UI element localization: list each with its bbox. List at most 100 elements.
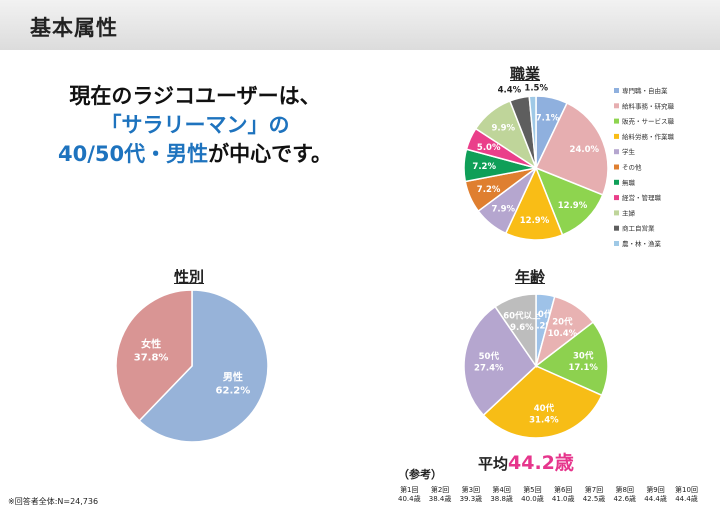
legend-label: その他 [622,163,642,172]
reference-round: 第5回 [523,486,542,494]
slice-value-label: 7.2% [477,185,501,195]
reference-round: 第1回 [400,486,419,494]
legend-label: 主婦 [622,208,636,217]
headline-line1: 現在のラジコユーザーは、 [69,84,321,108]
reference-age: 40.4歳 [398,495,421,503]
pie-slice [504,166,564,241]
pie-slice [482,365,603,439]
slice-value-label: 12.9% [520,216,550,226]
gender-chart-title: 性別 [174,268,205,286]
slice-value-label: 5.0% [477,143,501,153]
legend-swatch [614,241,619,246]
reference-table: 第1回 40.4歳 第2回 38.4歳 第3回 39.3歳 第4回 38.8歳 第5回 40.0歳… [398,486,698,504]
pie-slice [115,289,193,422]
headline-line3: 40/50代・男性が中心です。 [30,140,360,169]
reference-cell: 第9回 44.4歳 [644,486,667,504]
slice-name-label: 40代 [534,403,555,414]
slice-value-label: 7.9% [492,204,516,214]
slice-name-label: 30代 [573,350,594,361]
legend-label: 給料事務・研究職 [622,101,675,110]
legend-label: 販売・サービス職 [622,117,675,126]
legend-swatch [614,149,619,155]
reference-age: 42.6歳 [613,495,637,503]
legend-label: 経営・管理職 [622,193,662,202]
pie-slice [138,289,269,443]
slice-value-label: 27.4% [474,363,504,373]
slice-name-label: 女性 [141,338,161,351]
legend-label: 学生 [622,147,636,156]
headline: 現在のラジコユーザーは、 「サラリーマン」の 40/50代・男性が中心です。 [30,82,360,169]
legend-label: 無職 [622,178,636,187]
slice-value-label: 31.4% [529,415,559,425]
slice-value-label: 1.5% [524,83,548,93]
legend-label: 専門職・自由業 [622,86,668,95]
slice-value-label: 7.1% [536,113,560,123]
header-bar: 基本属性 [0,0,720,50]
slice-value-label: 9.9% [492,124,516,134]
headline-line3-rest: が中心です。 [208,142,333,166]
reference-age: 38.4歳 [428,495,452,503]
slice-value-label: 9.6% [510,323,534,333]
legend-label: 給料労務・作業職 [622,132,675,141]
reference-cell: 第3回 39.3歳 [460,486,483,504]
reference-cell: 第5回 40.0歳 [521,486,544,504]
reference-round: 第6回 [553,486,573,494]
slice-name-label: 10代 [532,309,553,320]
legend-swatch [614,179,619,185]
reference-round: 第8回 [615,486,634,494]
reference-round: 第3回 [461,486,481,494]
reference-cell: 第2回 38.4歳 [429,486,452,504]
reference-age: 44.4歳 [675,495,698,503]
page-title: 基本属性 [30,16,118,40]
reference-cell: 第8回 42.6歳 [613,486,636,504]
pie-slice [463,305,537,417]
slice-name-label: 20代 [552,317,573,328]
pie-slice [528,95,537,169]
average-age-value: 44.2歳 [508,452,574,474]
headline-line2: 「サラリーマン」の [100,113,290,137]
slice-value-label: 12.9% [558,201,588,211]
slice-value-label: 17.1% [568,363,598,373]
reference-cell: 第10回 44.4歳 [675,486,698,504]
slice-value-label: 37.8% [134,353,169,364]
average-age-label: 平均 [478,455,509,473]
reference-cell: 第1回 40.4歳 [398,486,421,504]
reference-age: 41.0歳 [551,495,575,503]
reference-cell: 第6回 41.0歳 [552,486,575,504]
slice-value-label: 7.2% [472,162,496,172]
slice-name-label: 50代 [479,351,500,362]
slice-value-label: 10.4% [548,329,578,339]
legend-swatch [614,133,619,139]
legend-label: 農・林・漁業 [622,239,662,248]
slice-name-label: 男性 [223,371,243,384]
reference-round: 第7回 [584,486,604,494]
reference-age: 44.4歳 [644,495,667,503]
reference-age: 40.0歳 [521,495,544,503]
pie-slice [494,293,537,369]
reference-age: 42.5歳 [582,495,606,503]
reference-cell: 第4回 38.8歳 [490,486,513,504]
slice-value-label: 24.0% [570,145,600,155]
pie-slice [534,166,604,236]
pie-slice [534,321,609,397]
headline-line3-highlight: 40/50代・男性 [57,142,209,166]
legend-swatch [614,225,619,231]
legend-swatch [614,210,619,216]
reference-age: 39.3歳 [459,495,483,503]
reference-label: （参考） [398,468,442,481]
legend-swatch [614,195,619,201]
sample-size-note: ※回答者全体:N=24,736 [8,497,99,506]
age-chart-title: 年齢 [515,268,546,286]
slice-value-label: 4.2% [530,321,554,331]
slice-value-label: 4.4% [498,86,522,96]
legend-swatch [614,103,619,109]
legend-swatch [614,164,619,170]
reference-round: 第10回 [675,486,698,494]
occupation-chart-title: 職業 [510,65,541,83]
reference-round: 第4回 [492,486,511,494]
reference-round: 第2回 [430,486,450,494]
reference-round: 第9回 [646,486,665,494]
slice-name-label: 60代以上 [503,311,541,322]
reference-age: 38.8歳 [490,495,513,503]
